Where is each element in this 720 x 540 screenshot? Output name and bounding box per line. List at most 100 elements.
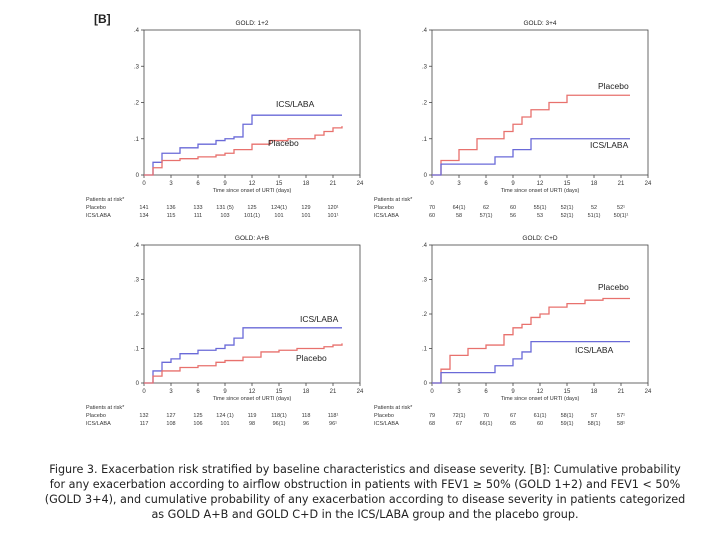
risk-table-value: 58 bbox=[456, 213, 462, 219]
series-line-ics-laba bbox=[144, 114, 342, 176]
risk-table-row-label: ICS/LABA bbox=[86, 421, 111, 427]
series-label: Placebo bbox=[268, 138, 299, 148]
x-axis-label: Time since onset of URTI (days) bbox=[501, 396, 580, 402]
risk-table-value: 96 bbox=[303, 421, 309, 427]
risk-table-value: 61(1) bbox=[534, 413, 547, 419]
risk-table-value: 118 bbox=[302, 413, 311, 419]
x-tick-label: 15 bbox=[564, 181, 571, 187]
risk-table-row-label: ICS/LABA bbox=[86, 213, 111, 219]
x-tick-label: 3 bbox=[457, 181, 461, 187]
x-tick-label: 24 bbox=[357, 181, 364, 187]
y-tick-label: .3 bbox=[422, 64, 428, 70]
risk-table-value: 118(1) bbox=[271, 413, 287, 419]
risk-table-row-label: Placebo bbox=[374, 205, 394, 211]
risk-table-value: 52 bbox=[591, 205, 597, 211]
risk-table-row-label: Placebo bbox=[86, 205, 106, 211]
x-tick-label: 9 bbox=[511, 389, 515, 395]
risk-table-row-label: ICS/LABA bbox=[374, 213, 399, 219]
risk-table-value: 131 (5) bbox=[216, 205, 234, 211]
risk-table-value: 58¹ bbox=[617, 421, 625, 427]
chart-title: GOLD: C+D bbox=[522, 235, 558, 242]
y-tick-label: .1 bbox=[134, 347, 140, 353]
risk-table-value: 52(1) bbox=[561, 213, 574, 219]
x-tick-label: 12 bbox=[249, 181, 256, 187]
y-tick-label: .2 bbox=[422, 101, 428, 107]
x-tick-label: 12 bbox=[537, 389, 544, 395]
risk-table-value: 64(1) bbox=[453, 205, 466, 211]
y-tick-label: .4 bbox=[422, 28, 428, 34]
risk-table-value: 52¹ bbox=[617, 205, 625, 211]
y-tick-label: .3 bbox=[422, 278, 428, 284]
risk-table-value: 60 bbox=[429, 213, 435, 219]
chart-title: GOLD: 1+2 bbox=[235, 20, 268, 27]
risk-table-value: 70 bbox=[483, 413, 489, 419]
risk-table-value: 111 bbox=[194, 213, 202, 219]
series-line-ics-laba bbox=[432, 340, 630, 384]
risk-table-value: 96(1) bbox=[273, 421, 286, 427]
risk-table-value: 96¹ bbox=[329, 421, 337, 427]
risk-table-row-label: Placebo bbox=[374, 413, 394, 419]
risk-table-value: 129 bbox=[301, 205, 310, 211]
series-line-placebo bbox=[144, 126, 343, 176]
risk-table-value: 67 bbox=[510, 413, 516, 419]
y-tick-label: .1 bbox=[422, 347, 428, 353]
x-tick-label: 6 bbox=[484, 181, 488, 187]
x-tick-label: 0 bbox=[430, 181, 434, 187]
x-tick-label: 12 bbox=[249, 389, 256, 395]
risk-table-value: 62 bbox=[483, 205, 489, 211]
x-tick-label: 6 bbox=[484, 389, 488, 395]
risk-table-value: 134 bbox=[139, 213, 148, 219]
y-tick-label: .4 bbox=[134, 28, 140, 34]
risk-table-value: 115 bbox=[167, 213, 176, 219]
series-label: Placebo bbox=[296, 353, 327, 363]
x-tick-label: 24 bbox=[645, 181, 652, 187]
risk-table-value: 136 bbox=[166, 205, 175, 211]
risk-table-value: 101 bbox=[274, 213, 283, 219]
risk-table-value: 118¹ bbox=[328, 413, 339, 419]
risk-table-value: 141 bbox=[139, 205, 148, 211]
series-label: ICS/LABA bbox=[575, 345, 614, 355]
risk-table-value: 56 bbox=[510, 213, 516, 219]
y-tick-label: .2 bbox=[134, 101, 140, 107]
y-tick-label: 0 bbox=[136, 381, 140, 387]
risk-table-value: 51(1) bbox=[588, 213, 601, 219]
risk-table-value: 52(1) bbox=[561, 205, 574, 211]
y-tick-label: .4 bbox=[134, 243, 140, 249]
risk-table-row-label: ICS/LABA bbox=[374, 421, 399, 427]
x-tick-label: 9 bbox=[223, 389, 227, 395]
risk-table-value: 68 bbox=[429, 421, 435, 427]
y-tick-label: .4 bbox=[422, 243, 428, 249]
y-tick-label: .3 bbox=[134, 278, 140, 284]
x-tick-label: 15 bbox=[564, 389, 571, 395]
x-tick-label: 0 bbox=[142, 389, 146, 395]
risk-table-value: 120¹ bbox=[327, 205, 338, 211]
risk-table-value: 125 bbox=[193, 413, 202, 419]
x-tick-label: 3 bbox=[457, 389, 461, 395]
x-tick-label: 0 bbox=[142, 181, 146, 187]
risk-table-value: 101(1) bbox=[244, 213, 260, 219]
x-tick-label: 12 bbox=[537, 181, 544, 187]
x-tick-label: 21 bbox=[330, 389, 337, 395]
y-tick-label: 0 bbox=[424, 381, 428, 387]
risk-table-value: 106 bbox=[193, 421, 202, 427]
x-tick-label: 3 bbox=[169, 181, 173, 187]
risk-table-value: 67 bbox=[456, 421, 462, 427]
risk-table-value: 58(1) bbox=[561, 413, 574, 419]
risk-table-value: 101 bbox=[301, 213, 310, 219]
risk-table-value: 55(1) bbox=[534, 205, 547, 211]
risk-table-value: 124(1) bbox=[271, 205, 287, 211]
x-tick-label: 21 bbox=[330, 181, 337, 187]
risk-table-value: 133 bbox=[193, 205, 202, 211]
risk-table-value: 124 (1) bbox=[216, 413, 234, 419]
risk-table-row-label: Placebo bbox=[86, 413, 106, 419]
x-tick-label: 18 bbox=[591, 181, 598, 187]
x-tick-label: 24 bbox=[357, 389, 364, 395]
risk-table-value: 58(1) bbox=[588, 421, 601, 427]
risk-table-value: 132 bbox=[139, 413, 148, 419]
x-axis-label: Time since onset of URTI (days) bbox=[213, 396, 292, 402]
y-tick-label: .1 bbox=[422, 137, 428, 143]
x-tick-label: 3 bbox=[169, 389, 173, 395]
risk-table-value: 60 bbox=[510, 205, 516, 211]
risk-table-value: 59(1) bbox=[561, 421, 574, 427]
risk-table-value: 57(1) bbox=[480, 213, 493, 219]
